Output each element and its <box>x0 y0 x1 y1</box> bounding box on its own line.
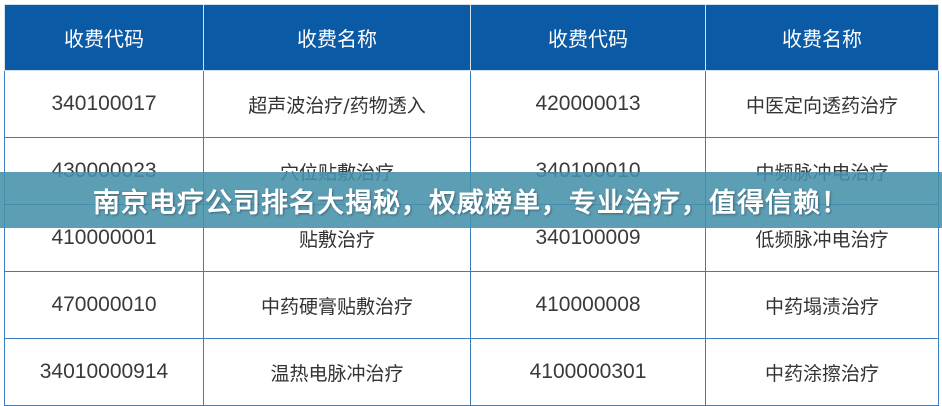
fee-code-cell: 4100000301 <box>470 338 706 406</box>
fee-name-cell: 中医定向透药治疗 <box>705 70 939 138</box>
fee-code-cell: 420000013 <box>470 70 706 138</box>
header-code: 收费代码 <box>470 4 706 71</box>
fee-name-cell: 中药硬膏贴敷治疗 <box>203 271 471 339</box>
fee-name-cell: 中药涂擦治疗 <box>705 338 939 406</box>
fee-name-cell: 中药塌渍治疗 <box>705 271 939 339</box>
fee-code-cell: 34010000914 <box>4 338 204 406</box>
fee-name-cell: 超声波治疗/药物透入 <box>203 70 471 138</box>
header-name: 收费名称 <box>203 4 471 71</box>
fee-name-cell: 温热电脉冲治疗 <box>203 338 471 406</box>
fee-code-cell: 410000008 <box>470 271 706 339</box>
table-row: 470000010 中药硬膏贴敷治疗 410000008 中药塌渍治疗 <box>4 271 939 339</box>
table-row: 34010000914 温热电脉冲治疗 4100000301 中药涂擦治疗 <box>4 338 939 406</box>
fee-code-cell: 340100017 <box>4 70 204 138</box>
table-header-row: 收费代码 收费名称 收费代码 收费名称 <box>4 4 939 71</box>
table-row: 340100017 超声波治疗/药物透入 420000013 中医定向透药治疗 <box>4 70 939 138</box>
header-name: 收费名称 <box>705 4 939 71</box>
title-banner: 南京电疗公司排名大揭秘，权威榜单，专业治疗，值得信赖！ <box>0 172 942 228</box>
header-code: 收费代码 <box>4 4 204 71</box>
fee-code-cell: 470000010 <box>4 271 204 339</box>
